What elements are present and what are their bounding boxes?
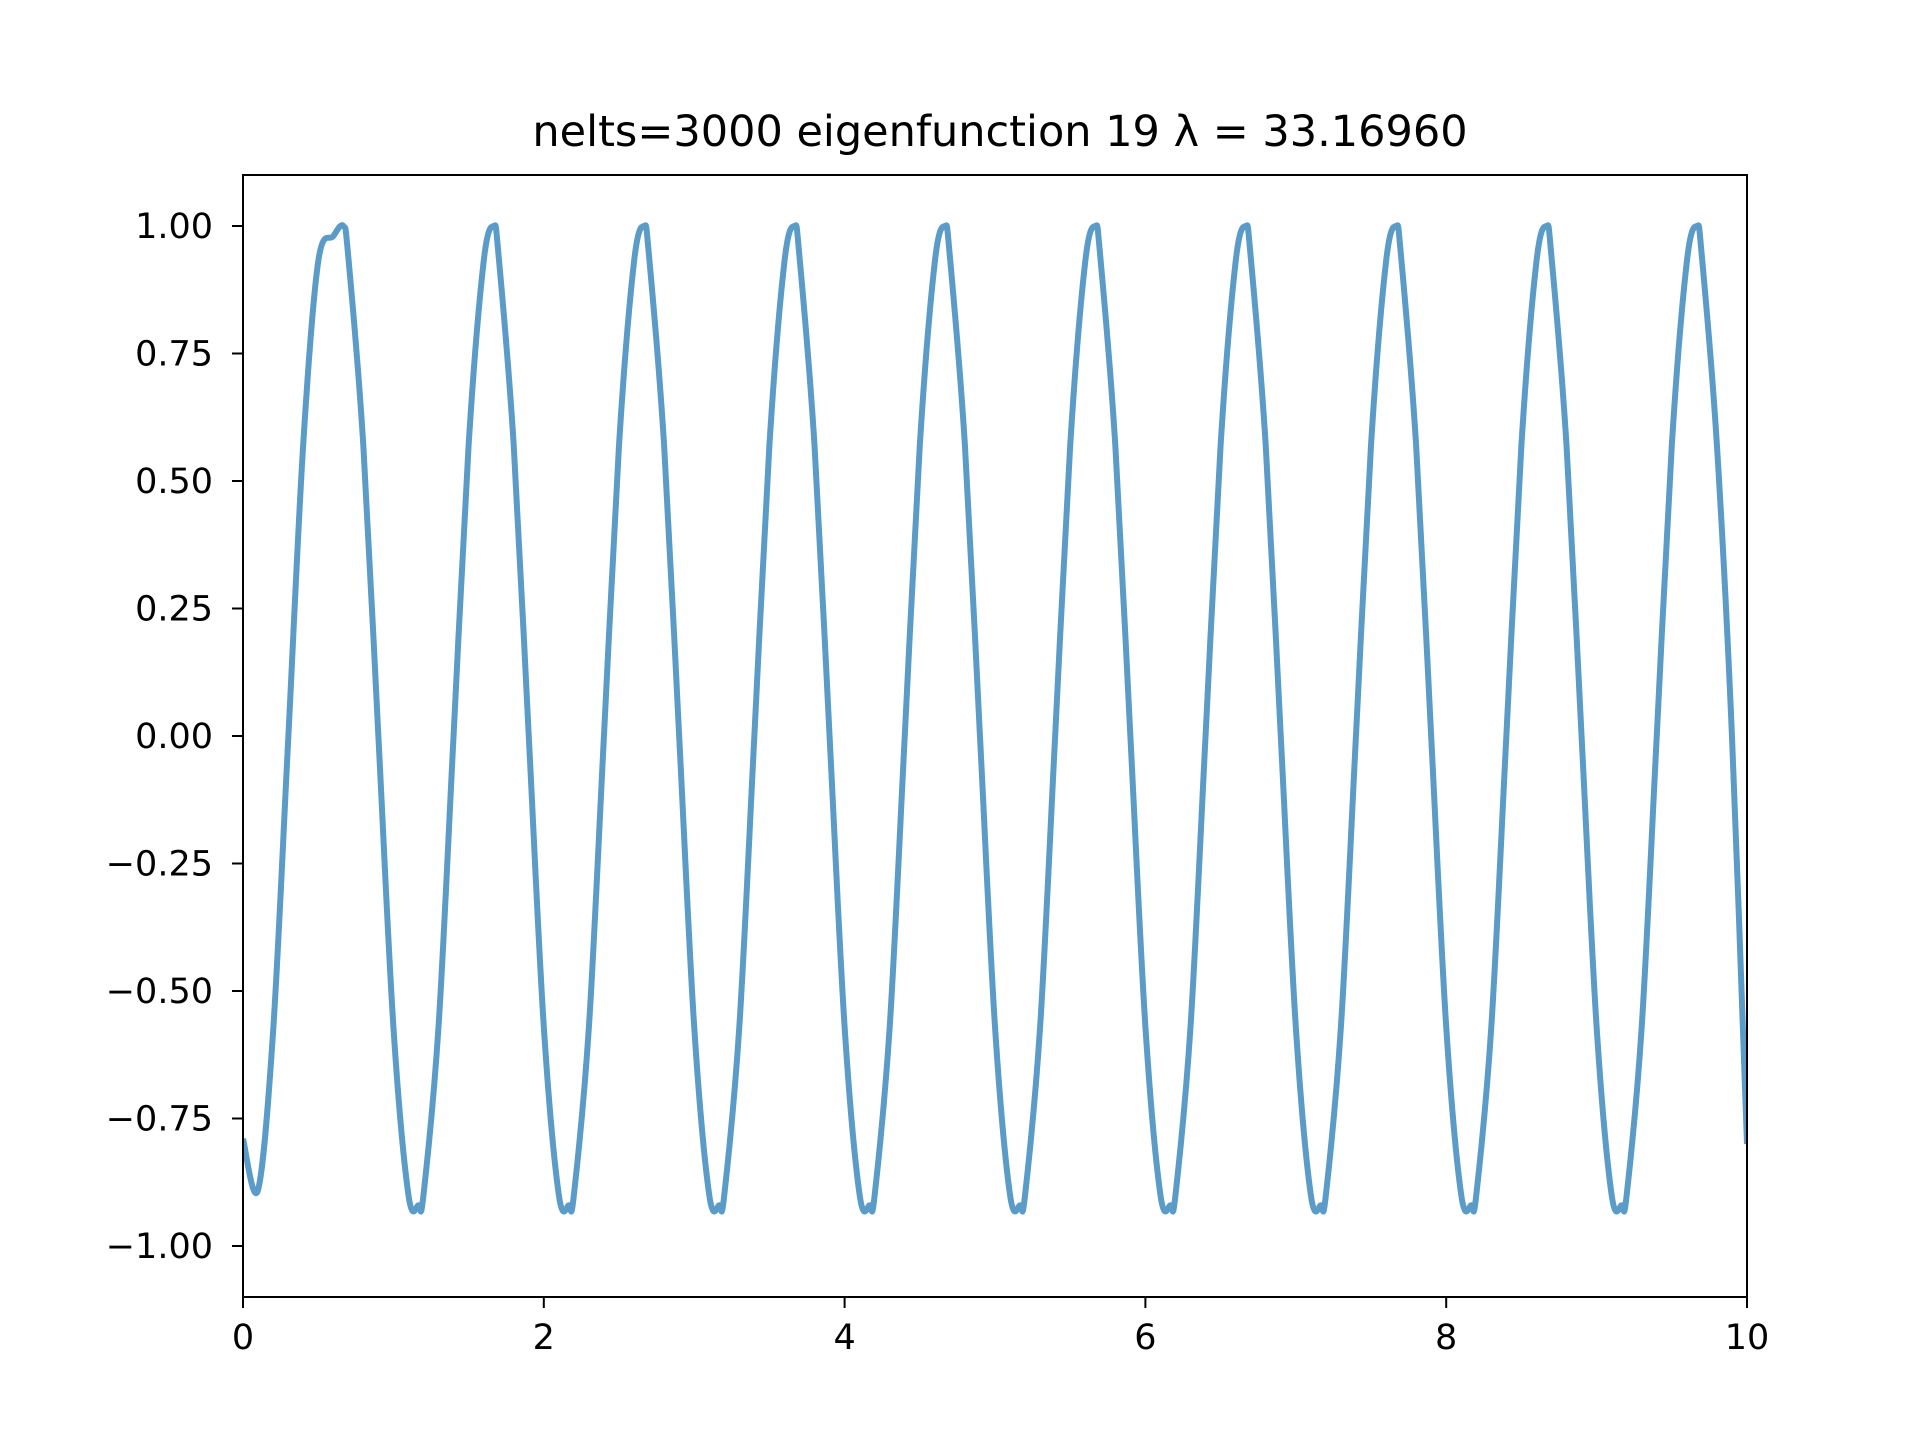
y-tick-label: −0.50 [106,972,213,1012]
x-tick-label: 4 [833,1318,855,1358]
y-tick-label: −0.25 [106,845,213,885]
x-tick-label: 2 [533,1318,555,1358]
x-axis: 0 2 4 6 8 10 [232,1297,1769,1358]
chart-title: nelts=3000 eigenfunction 19 λ = 33.16960 [532,107,1467,157]
y-tick-label: 0.25 [135,590,213,630]
series-layer [243,222,1747,1215]
y-tick-label: −0.75 [106,1100,213,1140]
y-tick-label: 0.50 [135,462,213,502]
y-axis: 1.00 0.75 0.50 0.25 0.00 −0.25 −0.50 −0.75 −1.00 [106,207,243,1267]
y-tick-label: 0.00 [135,717,213,757]
x-tick-label: 0 [232,1318,254,1358]
y-tick-label: −1.00 [106,1227,213,1267]
y-tick-label: 0.75 [135,335,213,375]
y-tick-label: 1.00 [135,207,213,247]
x-tick-label: 6 [1134,1318,1156,1358]
x-tick-label: 10 [1725,1318,1770,1358]
x-tick-label: 8 [1435,1318,1457,1358]
series-line-0 [243,222,1747,1215]
